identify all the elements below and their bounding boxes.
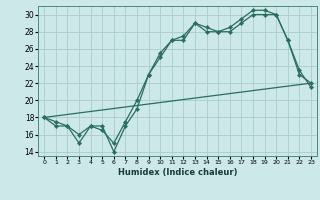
X-axis label: Humidex (Indice chaleur): Humidex (Indice chaleur) (118, 168, 237, 177)
